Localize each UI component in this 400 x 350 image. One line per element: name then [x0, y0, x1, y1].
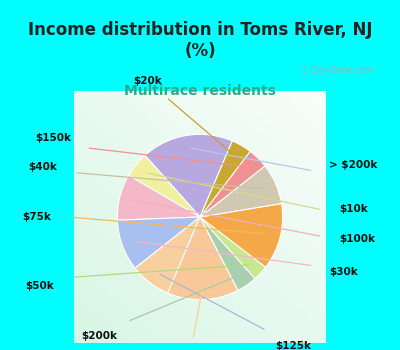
Wedge shape	[128, 155, 200, 217]
Text: Multirace residents: Multirace residents	[124, 84, 276, 98]
Text: ⓘ City-Data.com: ⓘ City-Data.com	[301, 66, 373, 75]
Text: $40k: $40k	[28, 162, 57, 172]
Text: $200k: $200k	[81, 331, 117, 341]
Wedge shape	[135, 217, 200, 293]
Wedge shape	[118, 217, 200, 268]
Wedge shape	[117, 175, 200, 220]
Wedge shape	[200, 151, 265, 217]
Wedge shape	[200, 141, 250, 217]
Text: $10k: $10k	[339, 204, 368, 214]
Text: $30k: $30k	[329, 267, 358, 278]
Text: $125k: $125k	[276, 341, 312, 350]
Text: $20k: $20k	[133, 76, 162, 86]
Wedge shape	[200, 166, 282, 217]
Text: $50k: $50k	[25, 281, 54, 290]
Text: > $200k: > $200k	[329, 160, 377, 170]
Wedge shape	[200, 217, 266, 279]
Wedge shape	[200, 203, 283, 267]
Wedge shape	[168, 217, 238, 300]
Text: $75k: $75k	[22, 212, 51, 222]
Text: Income distribution in Toms River, NJ
(%): Income distribution in Toms River, NJ (%…	[28, 21, 372, 60]
Wedge shape	[145, 134, 232, 217]
Text: $100k: $100k	[339, 234, 375, 244]
Wedge shape	[200, 217, 255, 290]
Text: $150k: $150k	[35, 133, 71, 143]
